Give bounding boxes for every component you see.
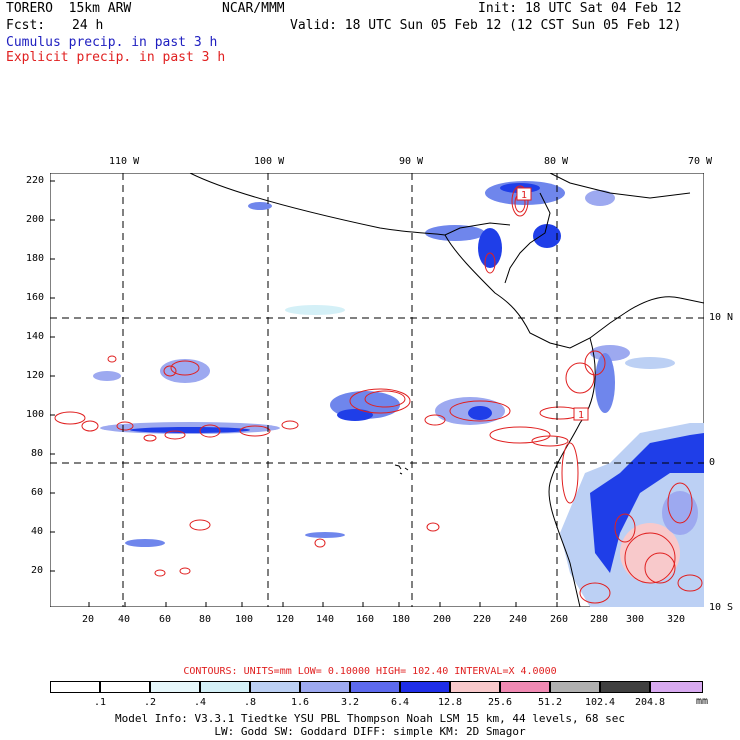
x-tick-label: 260 <box>550 614 569 625</box>
legend-value: .2 <box>143 697 157 708</box>
x-tick-label: 120 <box>276 614 295 625</box>
y-tick-label: 160 <box>26 292 45 303</box>
y-tick-label: 40 <box>31 526 44 537</box>
forecast-hours: 24 h <box>72 18 104 33</box>
legend-value: .4 <box>193 697 207 708</box>
legend-value: 6.4 <box>390 697 410 708</box>
legend-bin <box>200 681 250 693</box>
legend-bin <box>650 681 703 693</box>
model-info-line2: LW: Godd SW: Goddard DIFF: simple KM: 2D… <box>214 725 526 738</box>
legend-value: .8 <box>243 697 257 708</box>
x-tick-label: 40 <box>118 614 131 625</box>
lon-label-90w: 90 W <box>399 156 424 167</box>
x-tick-label: 140 <box>316 614 335 625</box>
model-title: TORERO 15km ARW <box>6 1 132 16</box>
legend-bin <box>300 681 350 693</box>
legend-value: .1 <box>93 697 107 708</box>
x-tick-label: 180 <box>392 614 411 625</box>
y-tick-label: 140 <box>26 331 45 342</box>
lat-label-10n: 10 N <box>709 312 734 323</box>
x-tick-label: 240 <box>509 614 528 625</box>
precipitation-map: 1 1 <box>50 173 704 607</box>
x-tick-label: 300 <box>626 614 645 625</box>
forecast-label: Fcst: <box>6 18 46 33</box>
lon-label-80w: 80 W <box>544 156 569 167</box>
legend-bin <box>250 681 300 693</box>
x-tick-label: 20 <box>82 614 95 625</box>
x-tick-label: 220 <box>473 614 492 625</box>
y-tick-label: 80 <box>31 448 44 459</box>
x-tick-label: 100 <box>235 614 254 625</box>
y-tick-label: 200 <box>26 214 45 225</box>
legend-bin <box>50 681 100 693</box>
x-tick-label: 320 <box>667 614 686 625</box>
init-time: Init: 18 UTC Sat 04 Feb 12 <box>478 1 682 16</box>
y-tick-label: 60 <box>31 487 44 498</box>
legend-bin <box>150 681 200 693</box>
lon-label-100w: 100 W <box>254 156 285 167</box>
legend-value: 25.6 <box>487 697 513 708</box>
legend-value: 51.2 <box>537 697 563 708</box>
y-tick-label: 100 <box>26 409 45 420</box>
x-tick-label: 60 <box>159 614 172 625</box>
high-marker-label: 1 <box>521 190 527 201</box>
contour-high-markers: 1 1 <box>516 187 589 421</box>
valid-time: Valid: 18 UTC Sun 05 Feb 12 (12 CST Sun … <box>290 18 682 33</box>
y-tick-label: 120 <box>26 370 45 381</box>
legend-bin <box>100 681 150 693</box>
legend-bin <box>350 681 400 693</box>
x-tick-label: 280 <box>590 614 609 625</box>
legend-bin <box>550 681 600 693</box>
legend-value: 3.2 <box>340 697 360 708</box>
legend-value: 1.6 <box>290 697 310 708</box>
legend-value: 102.4 <box>584 697 616 708</box>
explicit-precip-contours <box>54 185 703 604</box>
legend-bin <box>450 681 500 693</box>
lat-label-0: 0 <box>709 457 716 468</box>
x-tick-label: 200 <box>433 614 452 625</box>
legend-bin <box>600 681 650 693</box>
legend-value: 12.8 <box>437 697 463 708</box>
y-tick-label: 180 <box>26 253 45 264</box>
axis-ticks <box>50 180 675 607</box>
explicit-precip-label: Explicit precip. in past 3 h <box>6 50 226 65</box>
x-tick-label: 160 <box>356 614 375 625</box>
model-info-line1: Model Info: V3.3.1 Tiedtke YSU PBL Thomp… <box>115 712 625 725</box>
organization-label: NCAR/MMM <box>222 1 285 16</box>
lat-label-10s: 10 S <box>709 602 734 613</box>
legend-unit: mm <box>696 696 709 707</box>
lon-label-110w: 110 W <box>109 156 140 167</box>
high-marker-label: 1 <box>578 410 584 421</box>
contour-info: CONTOURS: UNITS=mm LOW= 0.10000 HIGH= 10… <box>183 666 557 677</box>
y-tick-label: 20 <box>31 565 44 576</box>
legend-value: 204.8 <box>634 697 666 708</box>
lon-label-70w: 70 W <box>688 156 713 167</box>
y-tick-label: 220 <box>26 175 45 186</box>
legend-bin <box>500 681 550 693</box>
lat-lon-grid <box>50 173 704 607</box>
cumulus-precip-label: Cumulus precip. in past 3 h <box>6 35 218 50</box>
legend-bin <box>400 681 450 693</box>
x-tick-label: 80 <box>199 614 212 625</box>
coastlines <box>189 173 704 607</box>
